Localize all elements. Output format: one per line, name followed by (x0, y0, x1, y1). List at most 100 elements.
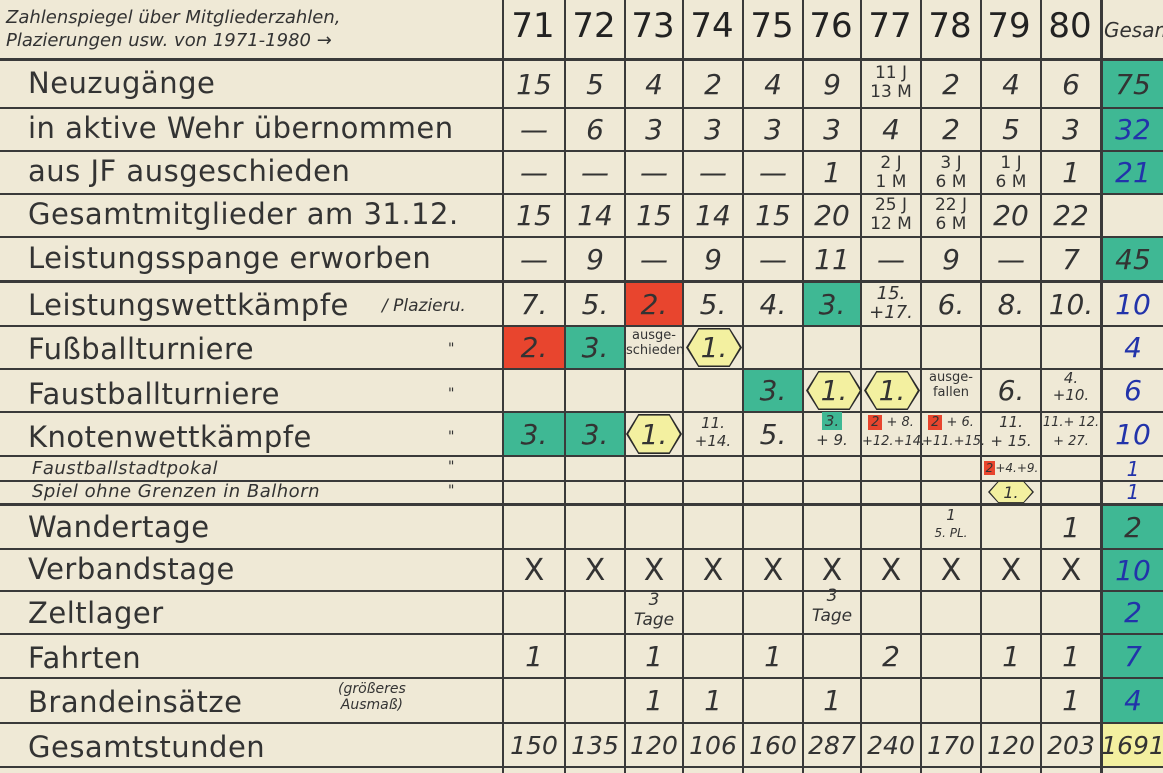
grid-line (0, 193, 1163, 195)
cell-wettkampf-77: 15. +17. (862, 284, 920, 322)
cell-spange-72: 9 (586, 242, 604, 276)
cell-fahrten-71: 1 (525, 639, 543, 673)
grid-line (0, 58, 1163, 61)
cell-part: 5. PL. (934, 526, 968, 540)
cell-wettkampf-75: 4. (759, 287, 787, 321)
cell-stadtpokal-79: 2 +4.+9. (982, 457, 1040, 479)
cell-verband-total: 10 (1103, 550, 1163, 590)
cell-spange-75: — (759, 242, 787, 276)
cell-knoten-75: 5. (759, 417, 787, 451)
cell-brand-76: 1 (823, 684, 841, 717)
cell-part: 25 J (874, 195, 908, 215)
grid-line (0, 548, 1163, 550)
cell-neuzugaenge-total: 75 (1103, 61, 1163, 107)
year-75: 75 (750, 6, 794, 46)
label-brandeinsaetze: Brandeinsätze (28, 685, 243, 719)
cell-part: 1 (946, 506, 956, 524)
cell-part: 1. (808, 372, 860, 409)
title-line-1: Zahlenspiegel über Mitgliederzahlen, (6, 7, 341, 28)
cell-verband-80: X (1060, 552, 1082, 588)
cell-part: 13 M (870, 82, 912, 102)
plazierung-note: / Plazieru. (382, 296, 466, 316)
grid-line (0, 455, 1163, 457)
cell-faustball-total: 6 (1124, 374, 1142, 407)
cell-neuzugaenge-78: 2 (942, 67, 960, 101)
cell-verband-76: X (821, 552, 843, 588)
cell-stadtpokal-total: 1 (1126, 456, 1140, 481)
label-faustballstadtpokal: Faustballstadtpokal (32, 458, 219, 479)
year-80: 80 (1048, 6, 1092, 46)
cell-verband-79: X (1000, 552, 1022, 588)
cell-knoten-72: 3. (566, 413, 624, 455)
cell-verband-78: X (940, 552, 962, 588)
cell-part: 4. (1063, 369, 1079, 387)
cell-fahrten-79: 1 (1002, 639, 1020, 673)
grid-line (980, 0, 982, 773)
cell-part: +10. (1052, 386, 1090, 404)
cell-mitglieder-77: 25 J 12 M (862, 196, 920, 234)
cell-faustball-79: 6. (997, 374, 1025, 407)
cell-knoten-total: 10 (1115, 417, 1151, 451)
cell-knoten-71: 3. (504, 413, 564, 455)
cell-faustball-76: 1. (806, 371, 862, 410)
cell-mitglieder-74: 14 (695, 199, 731, 232)
cell-spange-73: — (640, 242, 668, 276)
cell-stunden-78: 170 (927, 730, 975, 760)
cell-part: 11. (999, 413, 1023, 431)
cell-part: 2 (868, 415, 883, 430)
cell-faustball-75: 3. (744, 370, 802, 411)
label-gesamtstunden: Gesamtstunden (28, 730, 266, 764)
cell-wandertage-80: 1 (1062, 510, 1080, 544)
cell-part: 3. (821, 412, 843, 430)
brand-note: (größeres Ausmaß) (338, 681, 406, 713)
cell-spange-74: 9 (704, 242, 722, 276)
ditto-mark: " (448, 386, 455, 402)
grid-line (0, 766, 1163, 768)
cell-zeltlager-73: 3 Tage (626, 590, 682, 630)
label-verbandstage: Verbandstage (28, 552, 235, 586)
cell-wettkampf-78: 6. (937, 287, 965, 321)
grid-line (742, 0, 744, 773)
cell-spange-78: 9 (942, 242, 960, 276)
cell-wettkampf-71: 7. (520, 287, 548, 321)
cell-mitglieder-80: 22 (1053, 199, 1089, 232)
cell-knoten-74: 11. +14. (684, 414, 742, 450)
cell-wandertage-78: 1 5. PL. (922, 506, 980, 542)
cell-neuzugaenge-74: 2 (704, 67, 722, 101)
cell-fahrten-73: 1 (645, 639, 663, 673)
cell-part: 2 + 6. (922, 413, 980, 432)
label-knotenwettkaempfe: Knotenwettkämpfe (28, 420, 312, 454)
cell-neuzugaenge-73: 4 (645, 67, 663, 101)
cell-part: +12.+14. (862, 434, 926, 449)
cell-stunden-74: 106 (689, 730, 737, 760)
cell-grenzen-total: 1 (1126, 480, 1140, 504)
cell-knoten-76: 3. + 9. (804, 412, 860, 450)
grid-line (0, 368, 1163, 370)
cell-neuzugaenge-75: 4 (764, 67, 782, 101)
cell-stunden-77: 240 (867, 730, 915, 760)
cell-part: ausge- (632, 328, 676, 343)
grid-line (0, 590, 1163, 592)
label-wandertage: Wandertage (28, 510, 210, 544)
cell-part: ausge- (929, 370, 973, 385)
cell-part: 2 J (880, 153, 902, 173)
cell-part: 1. (989, 481, 1033, 503)
cell-fahrten-77: 2 (882, 639, 900, 673)
cell-mitglieder-73: 15 (636, 199, 672, 232)
grid-line (624, 0, 626, 773)
sheet-title: Zahlenspiegel über Mitgliederzahlen, Pla… (6, 6, 340, 52)
year-72: 72 (572, 6, 616, 46)
label-neuzugaenge: Neuzugänge (28, 66, 216, 100)
year-73: 73 (631, 6, 675, 46)
cell-knoten-79: 11. + 15. (982, 413, 1040, 451)
cell-part: 3 (826, 586, 838, 606)
cell-neuzugaenge-76: 9 (823, 67, 841, 101)
year-79: 79 (987, 6, 1031, 46)
arrow-icon: → (316, 30, 332, 51)
cell-wettkampf-73: 2. (626, 283, 682, 325)
year-76: 76 (809, 6, 853, 46)
cell-stunden-75: 160 (749, 730, 797, 760)
cell-spange-77: — (877, 242, 905, 276)
cell-stunden-73: 120 (630, 730, 678, 760)
